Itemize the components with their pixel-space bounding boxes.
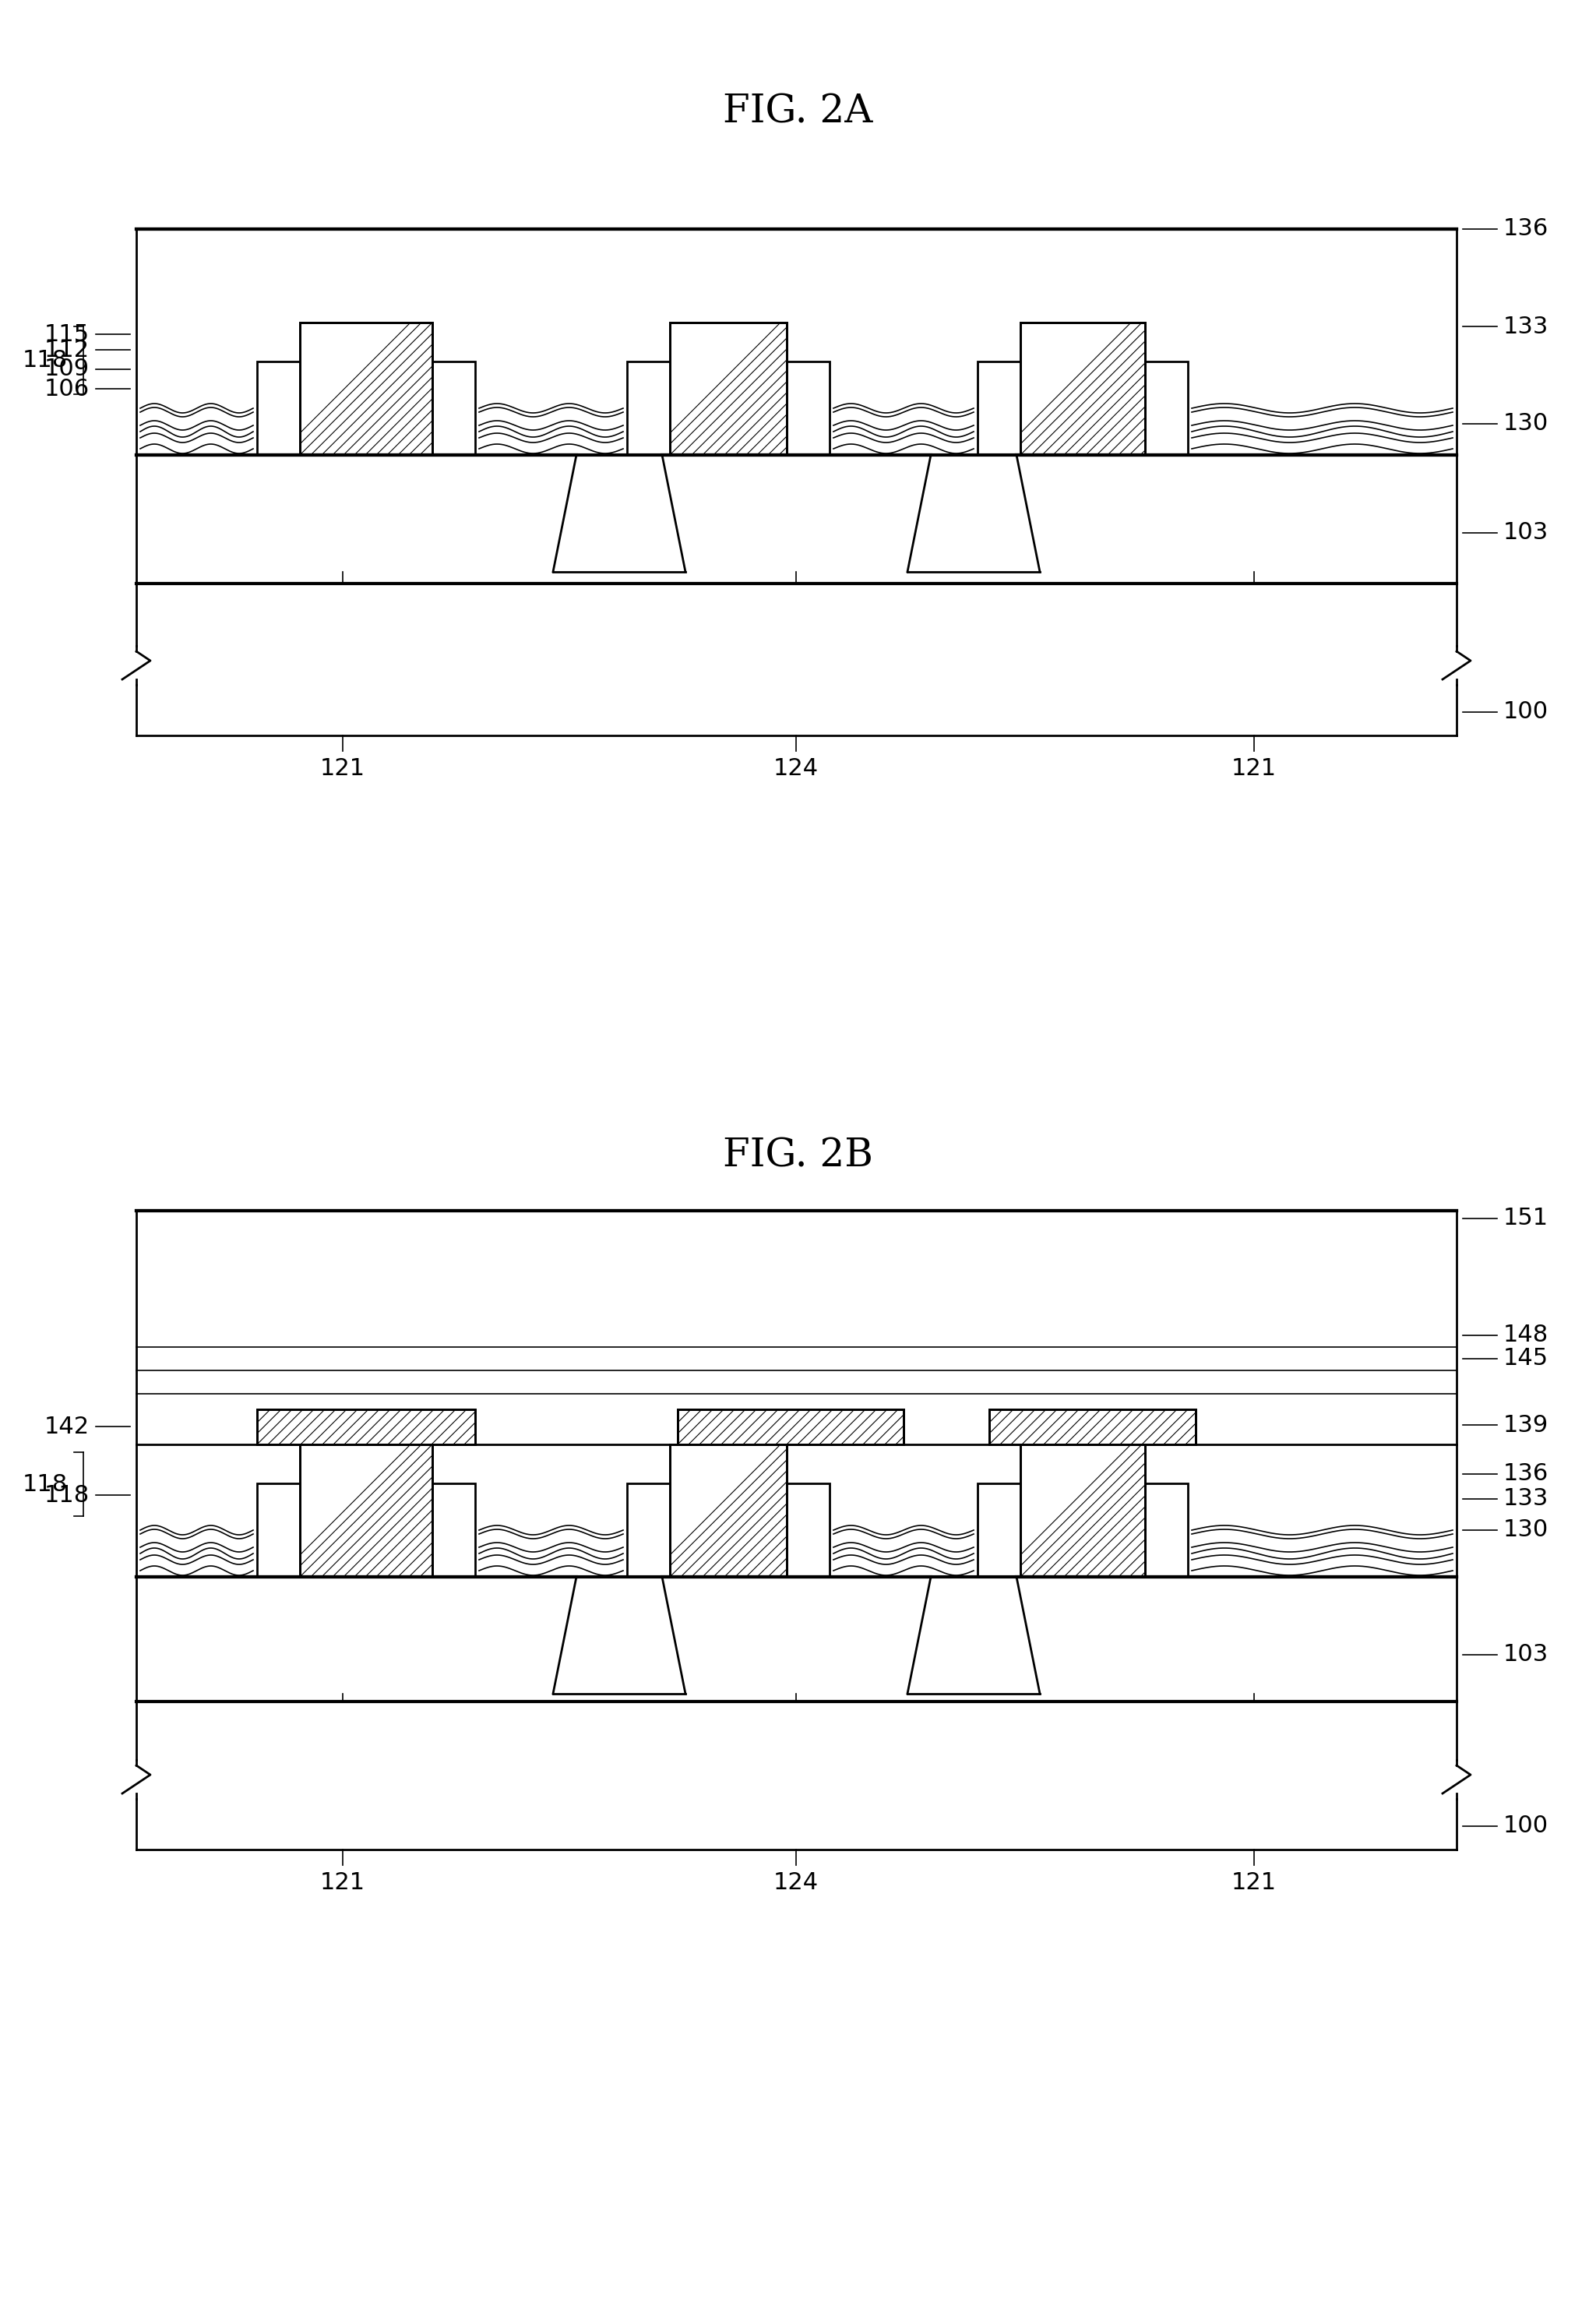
Polygon shape — [977, 361, 1020, 454]
Polygon shape — [678, 1409, 903, 1443]
Polygon shape — [433, 1483, 476, 1578]
Text: 109: 109 — [45, 359, 89, 380]
Text: 136: 136 — [1503, 1462, 1548, 1485]
Polygon shape — [433, 361, 476, 454]
Polygon shape — [990, 1409, 1195, 1443]
Polygon shape — [257, 1409, 476, 1443]
Text: FIG. 2B: FIG. 2B — [723, 1138, 873, 1175]
Text: 124: 124 — [774, 758, 819, 781]
Text: 148: 148 — [1503, 1323, 1548, 1346]
Text: FIG. 2A: FIG. 2A — [723, 93, 873, 132]
Text: 130: 130 — [1503, 1520, 1548, 1541]
Polygon shape — [787, 361, 830, 454]
Text: 115: 115 — [45, 322, 89, 345]
Polygon shape — [787, 1483, 830, 1578]
Text: 130: 130 — [1503, 412, 1548, 436]
Text: 142: 142 — [45, 1416, 89, 1439]
Polygon shape — [670, 1443, 787, 1578]
Polygon shape — [300, 1443, 433, 1578]
Polygon shape — [300, 322, 433, 454]
Text: 133: 133 — [1503, 1488, 1548, 1511]
Text: 100: 100 — [1503, 1814, 1548, 1837]
Polygon shape — [1144, 361, 1187, 454]
Text: 103: 103 — [1503, 1643, 1548, 1666]
Text: 118: 118 — [22, 350, 67, 371]
Text: 106: 106 — [45, 378, 89, 401]
Polygon shape — [670, 322, 787, 454]
Text: 121: 121 — [1232, 758, 1277, 781]
Polygon shape — [627, 361, 670, 454]
Text: 124: 124 — [774, 1872, 819, 1893]
Text: 121: 121 — [321, 1872, 365, 1893]
Text: 136: 136 — [1503, 218, 1548, 241]
Text: 100: 100 — [1503, 700, 1548, 723]
Text: 121: 121 — [1232, 1872, 1277, 1893]
Text: 118: 118 — [45, 1483, 89, 1506]
Text: 145: 145 — [1503, 1348, 1548, 1369]
Polygon shape — [257, 361, 300, 454]
Text: 121: 121 — [321, 758, 365, 781]
Text: 103: 103 — [1503, 521, 1548, 544]
Polygon shape — [1020, 322, 1144, 454]
Polygon shape — [1144, 1483, 1187, 1578]
Text: 139: 139 — [1503, 1413, 1548, 1437]
Text: 118: 118 — [22, 1474, 67, 1494]
Text: 112: 112 — [45, 338, 89, 361]
Polygon shape — [627, 1483, 670, 1578]
Polygon shape — [977, 1483, 1020, 1578]
Polygon shape — [1020, 1443, 1144, 1578]
Text: 151: 151 — [1503, 1207, 1548, 1230]
Polygon shape — [257, 1483, 300, 1578]
Text: 133: 133 — [1503, 315, 1548, 338]
